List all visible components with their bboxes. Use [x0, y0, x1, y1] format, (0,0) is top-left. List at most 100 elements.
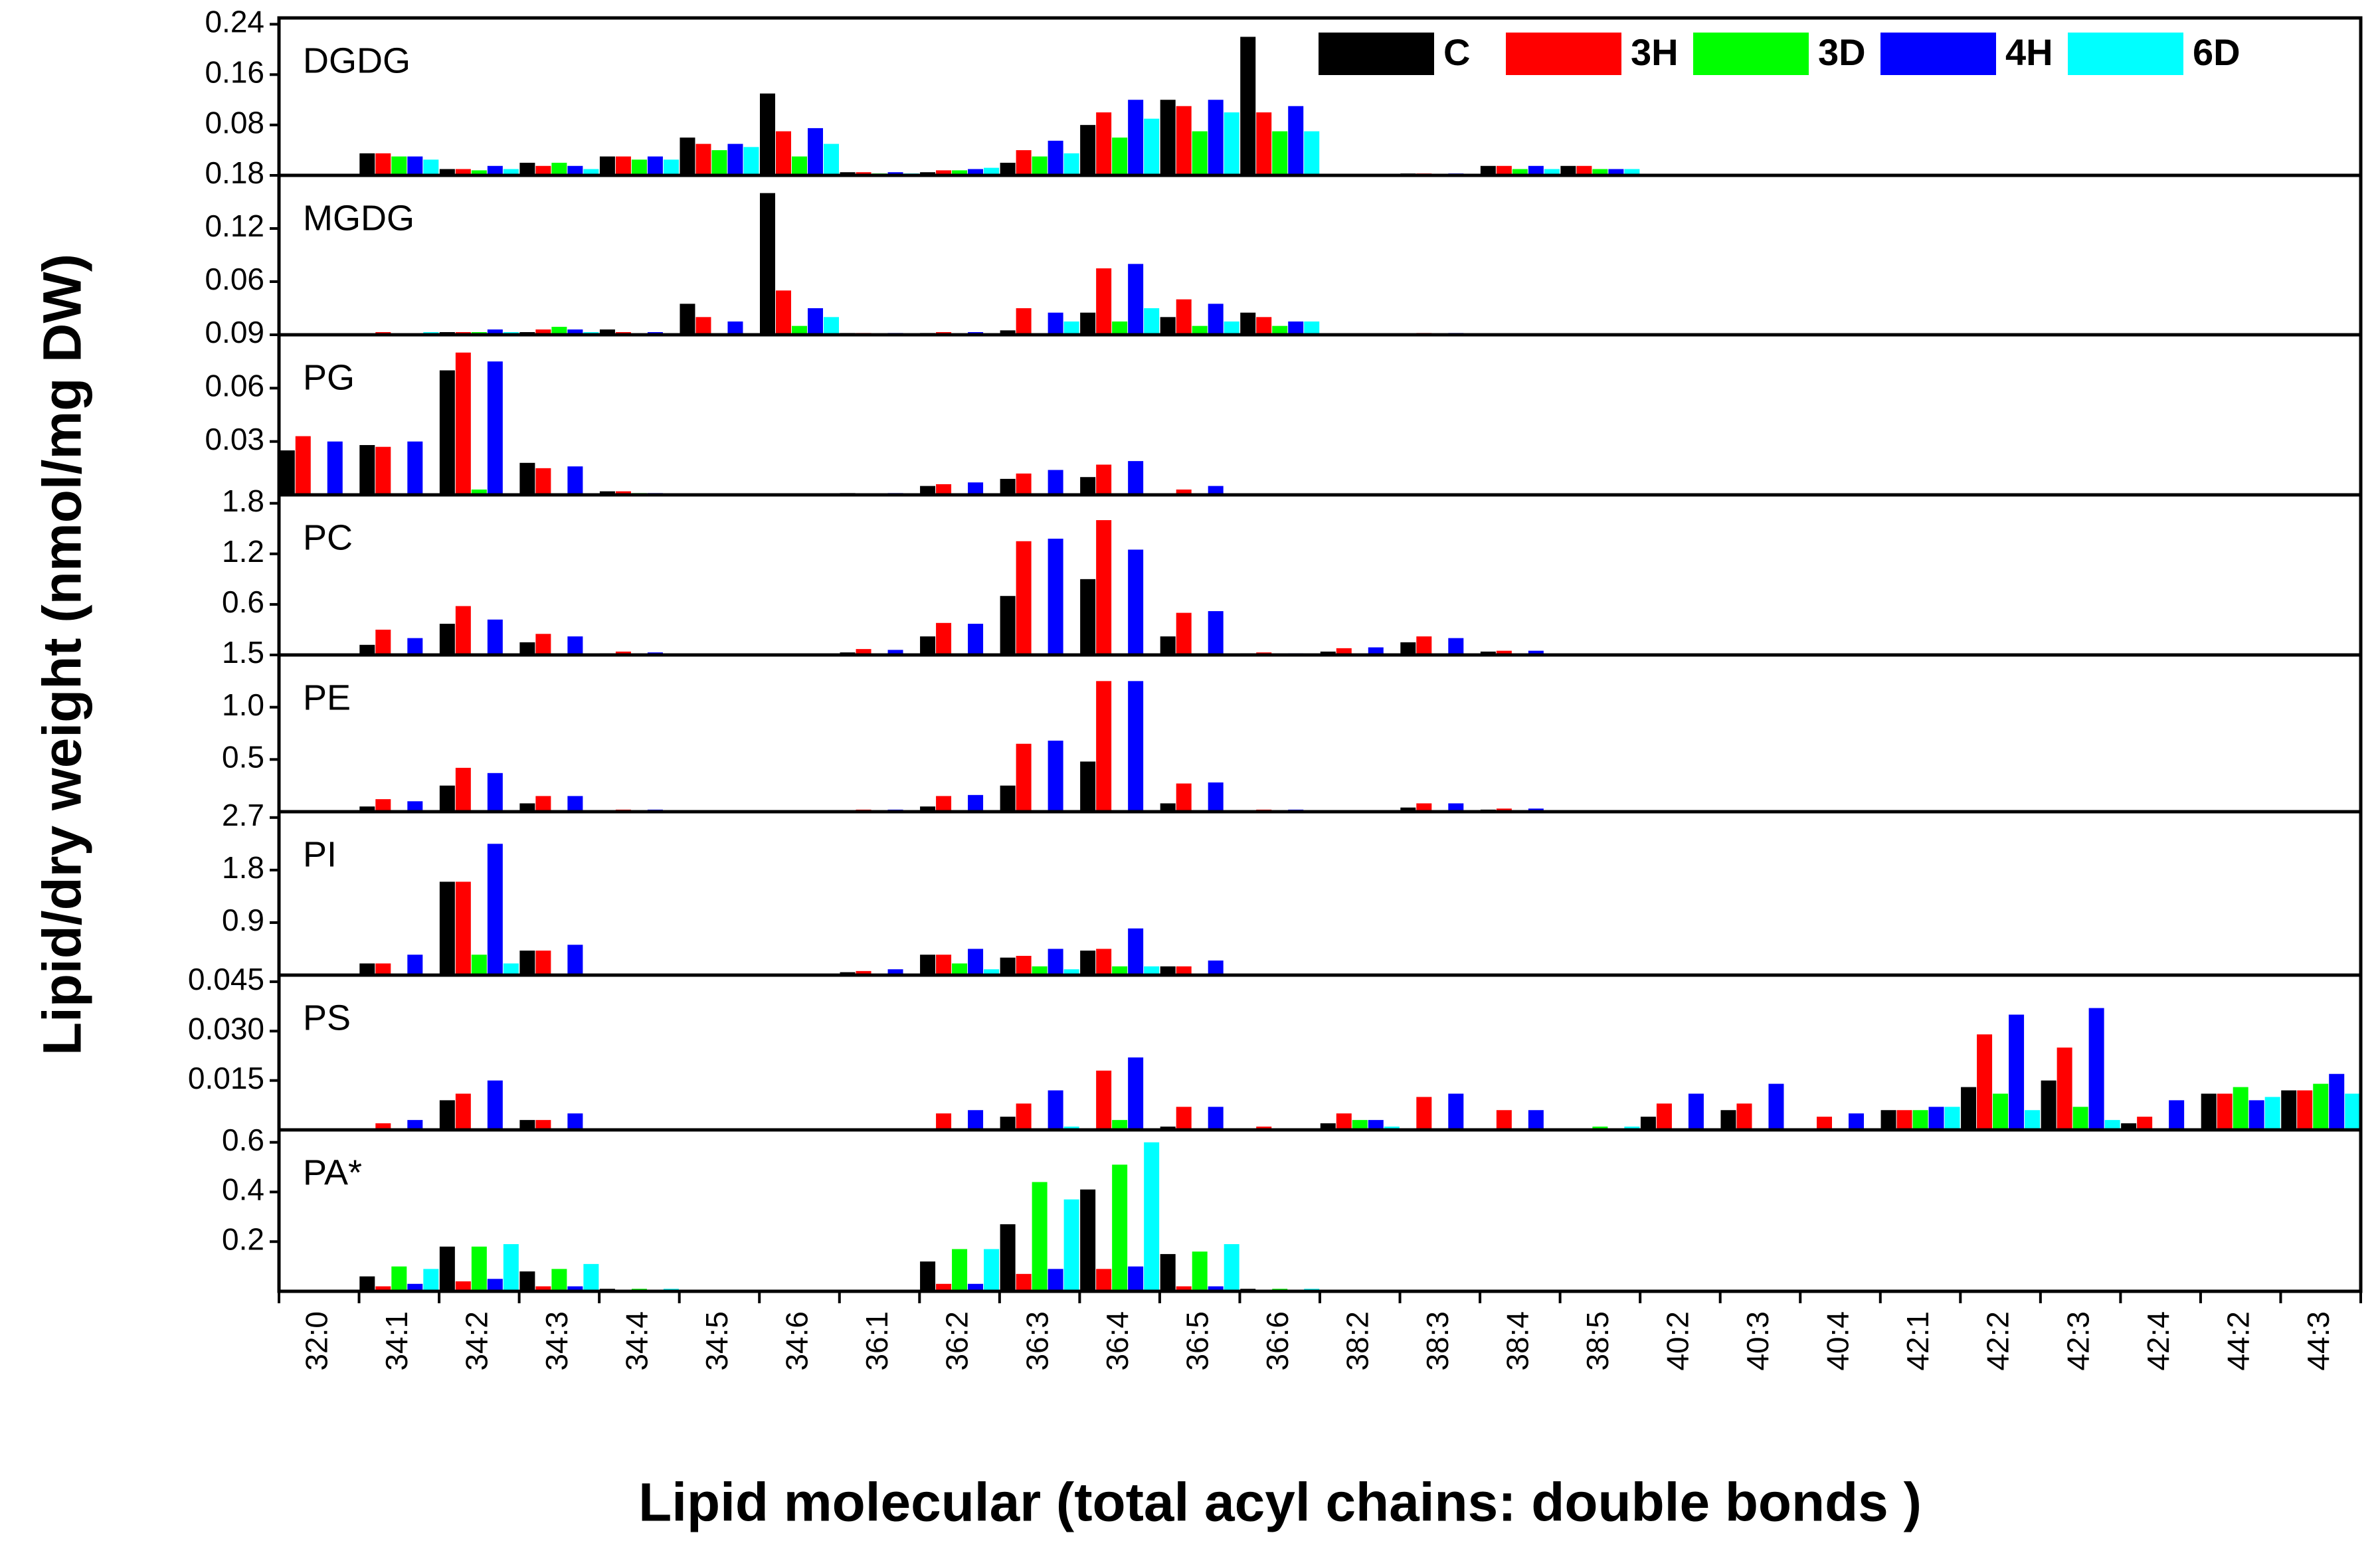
bar: [743, 147, 759, 175]
bar: [1000, 596, 1016, 655]
y-tick-label: 0.2: [222, 1222, 264, 1256]
bar: [1176, 489, 1192, 495]
bar: [727, 143, 743, 175]
bar: [984, 969, 1000, 975]
bar: [615, 491, 631, 495]
bar: [1880, 1110, 1896, 1130]
x-tick-label: 34:3: [539, 1311, 574, 1371]
bar: [1416, 636, 1432, 655]
bar: [471, 170, 487, 175]
bar: [519, 462, 535, 495]
bar: [407, 1283, 423, 1291]
bar: [439, 881, 455, 975]
bar: [1736, 1103, 1752, 1130]
bar: [2088, 1008, 2104, 1130]
bar: [503, 1243, 519, 1291]
bar: [1288, 321, 1304, 335]
bar: [375, 963, 391, 975]
x-tick-label: 38:2: [1340, 1311, 1374, 1371]
bar: [1192, 325, 1208, 335]
legend-swatch: [1319, 33, 1434, 75]
bar: [423, 159, 439, 175]
bar: [1224, 112, 1239, 175]
bar: [1176, 966, 1192, 975]
bar: [359, 445, 375, 495]
bar: [1192, 131, 1208, 175]
bar: [535, 634, 551, 655]
bar: [1176, 106, 1192, 175]
bar: [920, 636, 936, 655]
bar: [760, 93, 775, 175]
panel-label: PS: [303, 998, 351, 1038]
bar: [936, 796, 952, 812]
bar: [1063, 1199, 1079, 1291]
bar: [1480, 165, 1496, 175]
bar: [1176, 783, 1192, 812]
x-tick-label: 42:4: [2141, 1311, 2175, 1371]
bar: [423, 1269, 439, 1291]
bar: [887, 650, 903, 655]
bar: [1224, 1243, 1239, 1291]
x-tick-label: 32:0: [299, 1311, 333, 1371]
bar: [407, 1120, 423, 1130]
bar: [1016, 1103, 1032, 1130]
bar: [1112, 966, 1128, 975]
bar: [631, 159, 647, 175]
panel-frame: [277, 653, 2363, 814]
bar: [1112, 137, 1128, 175]
bar: [952, 963, 968, 975]
bar: [936, 622, 952, 655]
bar: [1240, 312, 1256, 335]
bar: [2104, 1120, 2120, 1130]
bar: [1528, 165, 1544, 175]
bar: [1368, 647, 1384, 655]
y-tick-label: 1.5: [222, 635, 264, 670]
bar: [695, 317, 711, 335]
bar: [1272, 325, 1288, 335]
legend-label: 3D: [1818, 31, 1866, 73]
panel-label: PG: [303, 357, 355, 397]
bar: [1080, 125, 1096, 175]
bar: [2217, 1093, 2233, 1130]
bar: [1240, 37, 1256, 175]
bar: [2025, 1110, 2041, 1130]
bar: [1048, 1269, 1063, 1291]
bar: [1080, 477, 1096, 495]
bar: [1416, 803, 1432, 812]
bar: [1560, 165, 1576, 175]
bar: [1080, 312, 1096, 335]
bar: [1304, 131, 1320, 175]
bar: [599, 491, 615, 495]
bar: [391, 1266, 407, 1291]
x-tick-label: 34:6: [780, 1311, 814, 1371]
y-tick-label: 0.4: [222, 1172, 264, 1207]
bar: [1496, 1110, 1512, 1130]
x-tick-label: 38:3: [1420, 1311, 1455, 1371]
bar: [1128, 681, 1144, 812]
bar: [471, 955, 487, 975]
bar: [1144, 966, 1160, 975]
bar: [968, 169, 984, 175]
bar: [968, 1110, 984, 1130]
bar: [487, 844, 503, 975]
bar: [1208, 961, 1224, 975]
bar: [1320, 651, 1336, 655]
bar: [887, 969, 903, 975]
bar: [407, 156, 423, 175]
bar: [856, 649, 871, 655]
y-tick-label: 0.16: [205, 54, 264, 89]
bar: [1080, 951, 1096, 975]
bar: [503, 963, 519, 975]
bar: [1176, 299, 1192, 335]
bar: [936, 484, 952, 495]
bar: [1208, 304, 1224, 335]
bar: [1640, 1117, 1656, 1130]
bar: [1592, 169, 1608, 175]
y-tick-label: 0.06: [205, 262, 264, 296]
bar: [1063, 153, 1079, 175]
bar: [1000, 1224, 1016, 1291]
bar: [487, 619, 503, 655]
bar: [455, 881, 471, 975]
y-tick-label: 0.045: [188, 962, 264, 996]
bar: [599, 156, 615, 175]
